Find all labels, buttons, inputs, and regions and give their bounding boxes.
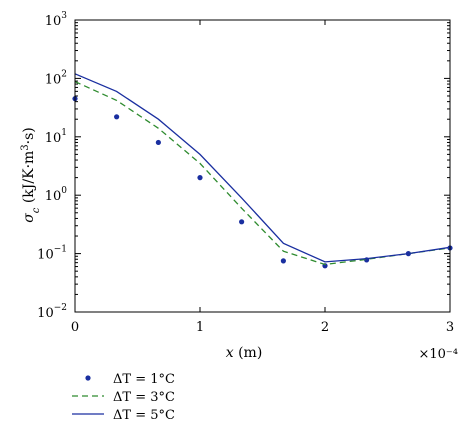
plot-frame xyxy=(74,19,451,313)
x-axis-label: x (m) xyxy=(226,345,263,361)
legend-item: ΔT = 5°C xyxy=(72,408,175,423)
series-line xyxy=(74,73,451,263)
y-tick-label: 103 xyxy=(45,11,68,29)
legend-item: ΔT = 3°C xyxy=(72,390,175,405)
data-point xyxy=(197,175,203,181)
x-tick-label: 0 xyxy=(71,320,79,335)
y-axis-label: σc (kJ/K·m3·s) xyxy=(20,127,42,223)
x-multiplier-label: ×10⁻⁴ xyxy=(418,347,458,362)
legend-label: ΔT = 5°C xyxy=(113,408,175,423)
plot-area xyxy=(72,73,453,269)
series-3 xyxy=(74,73,451,263)
y-tick-label: 101 xyxy=(45,128,67,146)
x-tick-label: 1 xyxy=(196,320,204,335)
legend-label: ΔT = 3°C xyxy=(113,390,175,405)
data-point xyxy=(155,139,161,146)
y-tick-label: 10−2 xyxy=(37,303,67,321)
y-tick-label: 100 xyxy=(45,186,68,204)
legend: ΔT = 1°C ΔT = 3°C ΔT = 5°C xyxy=(72,372,175,423)
y-tick-label: 102 xyxy=(45,69,67,87)
y-tick-label: 10−1 xyxy=(37,245,67,263)
x-tick-label: 2 xyxy=(321,320,329,335)
axes: 0 1 2 3 10−2 10−1 100 101 102 103 xyxy=(37,11,454,335)
x-tick-label: 3 xyxy=(446,320,454,335)
series-2 xyxy=(74,81,451,266)
data-point xyxy=(114,114,120,120)
data-point xyxy=(280,258,286,264)
axis-labels: x (m) ×10⁻⁴ σc (kJ/K·m3·s) xyxy=(20,127,459,362)
legend-label: ΔT = 1°C xyxy=(113,372,175,387)
legend-marker xyxy=(85,375,91,381)
series-line xyxy=(74,81,451,266)
series-1 xyxy=(72,96,453,269)
data-point xyxy=(239,219,245,225)
legend-item: ΔT = 1°C xyxy=(85,372,175,387)
